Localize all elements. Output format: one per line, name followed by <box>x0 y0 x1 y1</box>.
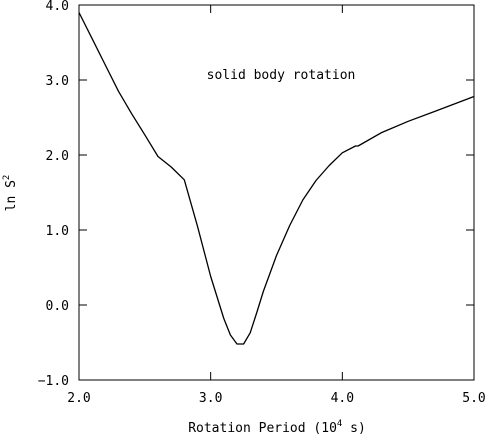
y-axis-ticks: −1.0 0.0 1.0 2.0 3.0 4.0 <box>38 0 474 389</box>
series-line <box>78 12 475 345</box>
x-axis-ticks: 2.0 3.0 4.0 5.0 <box>67 5 486 406</box>
x-axis-title-end: s) <box>342 421 365 436</box>
plot-border <box>78 4 475 381</box>
y-axis-title-main: ln S <box>4 180 19 211</box>
annotation-label: solid body rotation <box>207 68 356 83</box>
y-tick-label: 1.0 <box>46 224 69 239</box>
y-tick-label: 4.0 <box>46 0 69 14</box>
x-axis-title-main: Rotation Period (10 <box>188 421 337 436</box>
plot-frame <box>78 4 475 381</box>
y-axis-title-superscript: 2 <box>2 175 12 180</box>
y-tick-label: −1.0 <box>38 374 69 389</box>
y-tick-label: 3.0 <box>46 74 69 89</box>
series-layer <box>78 12 475 345</box>
x-tick-label: 5.0 <box>462 391 485 406</box>
y-axis-title: ln S2 <box>2 175 19 212</box>
y-tick-label: 2.0 <box>46 149 69 164</box>
x-axis-title: Rotation Period (104 s) <box>188 419 366 436</box>
x-tick-label: 4.0 <box>331 391 354 406</box>
y-tick-label: 0.0 <box>46 299 69 314</box>
x-axis-title-superscript: 4 <box>337 419 342 429</box>
x-tick-label: 3.0 <box>199 391 222 406</box>
x-tick-label: 2.0 <box>67 391 90 406</box>
